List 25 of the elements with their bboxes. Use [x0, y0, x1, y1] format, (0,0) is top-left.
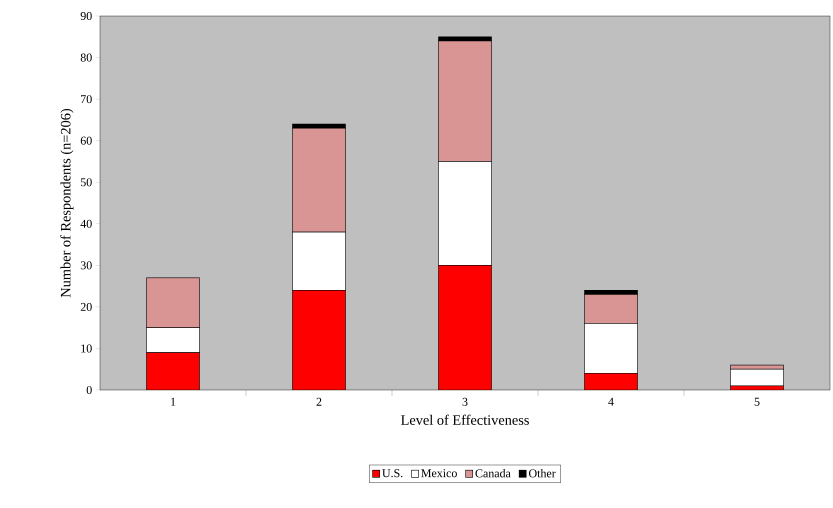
y-axis-title: Number of Respondents (n=206) [60, 108, 74, 298]
y-tick-label: 60 [80, 136, 92, 145]
y-tick-label: 40 [80, 220, 92, 228]
x-axis-title: Level of Effectiveness [401, 414, 529, 425]
bar [584, 373, 638, 390]
y-tick-label: 10 [81, 344, 92, 352]
bar [438, 265, 492, 390]
y-tick-label: 20 [80, 302, 92, 311]
legend-label: Other [529, 468, 556, 478]
y-tick-label: 0 [86, 386, 92, 394]
x-tick-label: 3 [462, 398, 468, 406]
x-tick-label: 1 [171, 398, 176, 406]
x-tick-label: 5 [754, 398, 760, 406]
y-tick-label: 30 [80, 261, 92, 270]
y-tick-label: 80 [80, 54, 92, 62]
x-tick-label: 2 [316, 398, 322, 406]
bar [292, 290, 346, 390]
y-tick-label: 70 [81, 95, 92, 104]
bar [146, 352, 200, 390]
y-tick-label: 90 [80, 12, 92, 20]
legend-label: Mexico [421, 469, 457, 478]
y-tick-label: 50 [80, 178, 92, 186]
legend-label: Canada [476, 468, 511, 478]
x-tick-label: 4 [608, 398, 614, 406]
legend-label: U.S. [382, 469, 402, 478]
